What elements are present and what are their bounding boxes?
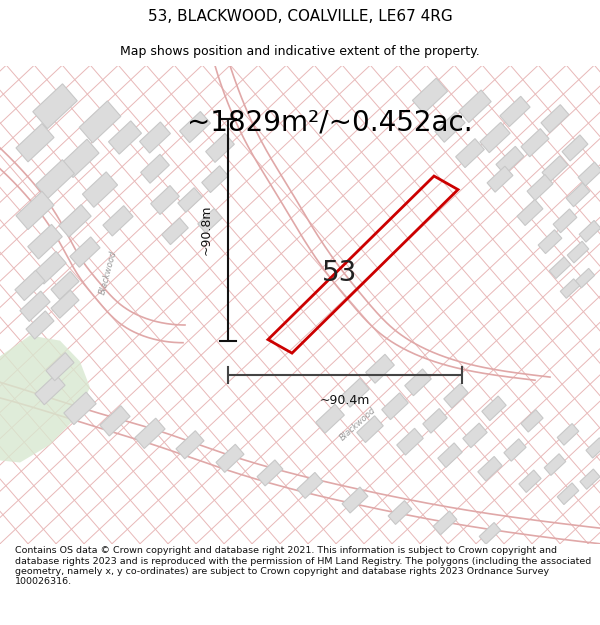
Polygon shape [405, 369, 431, 396]
Polygon shape [496, 146, 524, 174]
Polygon shape [20, 291, 50, 321]
Polygon shape [553, 209, 577, 232]
Text: Blackwood: Blackwood [98, 250, 118, 296]
Polygon shape [34, 251, 66, 284]
Polygon shape [357, 416, 383, 442]
Polygon shape [517, 199, 543, 226]
Polygon shape [519, 470, 541, 492]
Polygon shape [544, 454, 566, 476]
Polygon shape [206, 133, 235, 162]
Polygon shape [463, 423, 487, 448]
Polygon shape [365, 354, 394, 383]
Polygon shape [33, 84, 77, 129]
Polygon shape [586, 438, 600, 458]
Polygon shape [557, 424, 579, 445]
Polygon shape [151, 186, 179, 214]
Polygon shape [455, 139, 484, 168]
Polygon shape [412, 78, 448, 114]
Polygon shape [162, 218, 188, 244]
Polygon shape [216, 444, 244, 472]
Polygon shape [557, 483, 579, 504]
Polygon shape [388, 501, 412, 524]
Polygon shape [433, 511, 457, 535]
Polygon shape [562, 135, 588, 161]
Polygon shape [397, 428, 423, 455]
Polygon shape [423, 409, 447, 433]
Text: Blackwood: Blackwood [338, 406, 378, 442]
Polygon shape [103, 206, 133, 236]
Polygon shape [482, 396, 506, 421]
Polygon shape [35, 374, 65, 405]
Polygon shape [178, 188, 202, 213]
Text: ~90.4m: ~90.4m [320, 394, 370, 407]
Text: 53: 53 [322, 259, 358, 287]
Polygon shape [51, 290, 79, 318]
Polygon shape [26, 311, 54, 339]
Polygon shape [79, 101, 121, 143]
Polygon shape [140, 154, 169, 183]
Polygon shape [140, 122, 170, 153]
Polygon shape [487, 166, 513, 192]
Polygon shape [521, 409, 543, 432]
Polygon shape [59, 204, 91, 237]
Polygon shape [46, 352, 74, 381]
Polygon shape [527, 174, 553, 201]
Text: Contains OS data © Crown copyright and database right 2021. This information is : Contains OS data © Crown copyright and d… [15, 546, 591, 586]
Polygon shape [257, 460, 283, 486]
Polygon shape [198, 209, 222, 233]
Polygon shape [16, 191, 54, 229]
Polygon shape [109, 121, 142, 154]
Polygon shape [459, 90, 491, 123]
Polygon shape [176, 431, 204, 459]
Polygon shape [28, 224, 62, 259]
Polygon shape [341, 378, 370, 408]
Polygon shape [316, 404, 344, 433]
Polygon shape [100, 406, 130, 436]
Polygon shape [35, 159, 74, 199]
Polygon shape [560, 279, 580, 298]
Polygon shape [541, 104, 569, 133]
Text: 53, BLACKWOOD, COALVILLE, LE67 4RG: 53, BLACKWOOD, COALVILLE, LE67 4RG [148, 9, 452, 24]
Polygon shape [179, 111, 211, 142]
Polygon shape [15, 270, 45, 301]
Polygon shape [578, 162, 600, 186]
Polygon shape [342, 487, 368, 513]
Polygon shape [538, 230, 562, 254]
Polygon shape [61, 139, 99, 177]
Polygon shape [435, 112, 465, 142]
Polygon shape [16, 124, 54, 162]
Polygon shape [438, 443, 462, 468]
Text: ~1829m²/~0.452ac.: ~1829m²/~0.452ac. [187, 109, 473, 137]
Polygon shape [579, 221, 600, 242]
Polygon shape [444, 384, 468, 408]
Polygon shape [521, 129, 549, 157]
Text: ~90.8m: ~90.8m [200, 204, 213, 255]
Polygon shape [504, 439, 526, 461]
Polygon shape [82, 172, 118, 208]
Polygon shape [51, 271, 79, 299]
Polygon shape [202, 166, 228, 192]
Polygon shape [500, 96, 530, 127]
Polygon shape [0, 336, 90, 462]
Polygon shape [297, 472, 323, 498]
Polygon shape [542, 156, 568, 182]
Polygon shape [480, 122, 510, 152]
Polygon shape [135, 418, 165, 449]
Polygon shape [580, 469, 600, 489]
Polygon shape [567, 241, 589, 263]
Polygon shape [566, 183, 590, 207]
Polygon shape [549, 257, 571, 279]
Polygon shape [478, 456, 502, 481]
Polygon shape [382, 393, 408, 419]
Polygon shape [70, 237, 100, 268]
Polygon shape [479, 522, 501, 544]
Polygon shape [575, 268, 595, 288]
Text: Map shows position and indicative extent of the property.: Map shows position and indicative extent… [120, 45, 480, 58]
Polygon shape [64, 392, 96, 424]
